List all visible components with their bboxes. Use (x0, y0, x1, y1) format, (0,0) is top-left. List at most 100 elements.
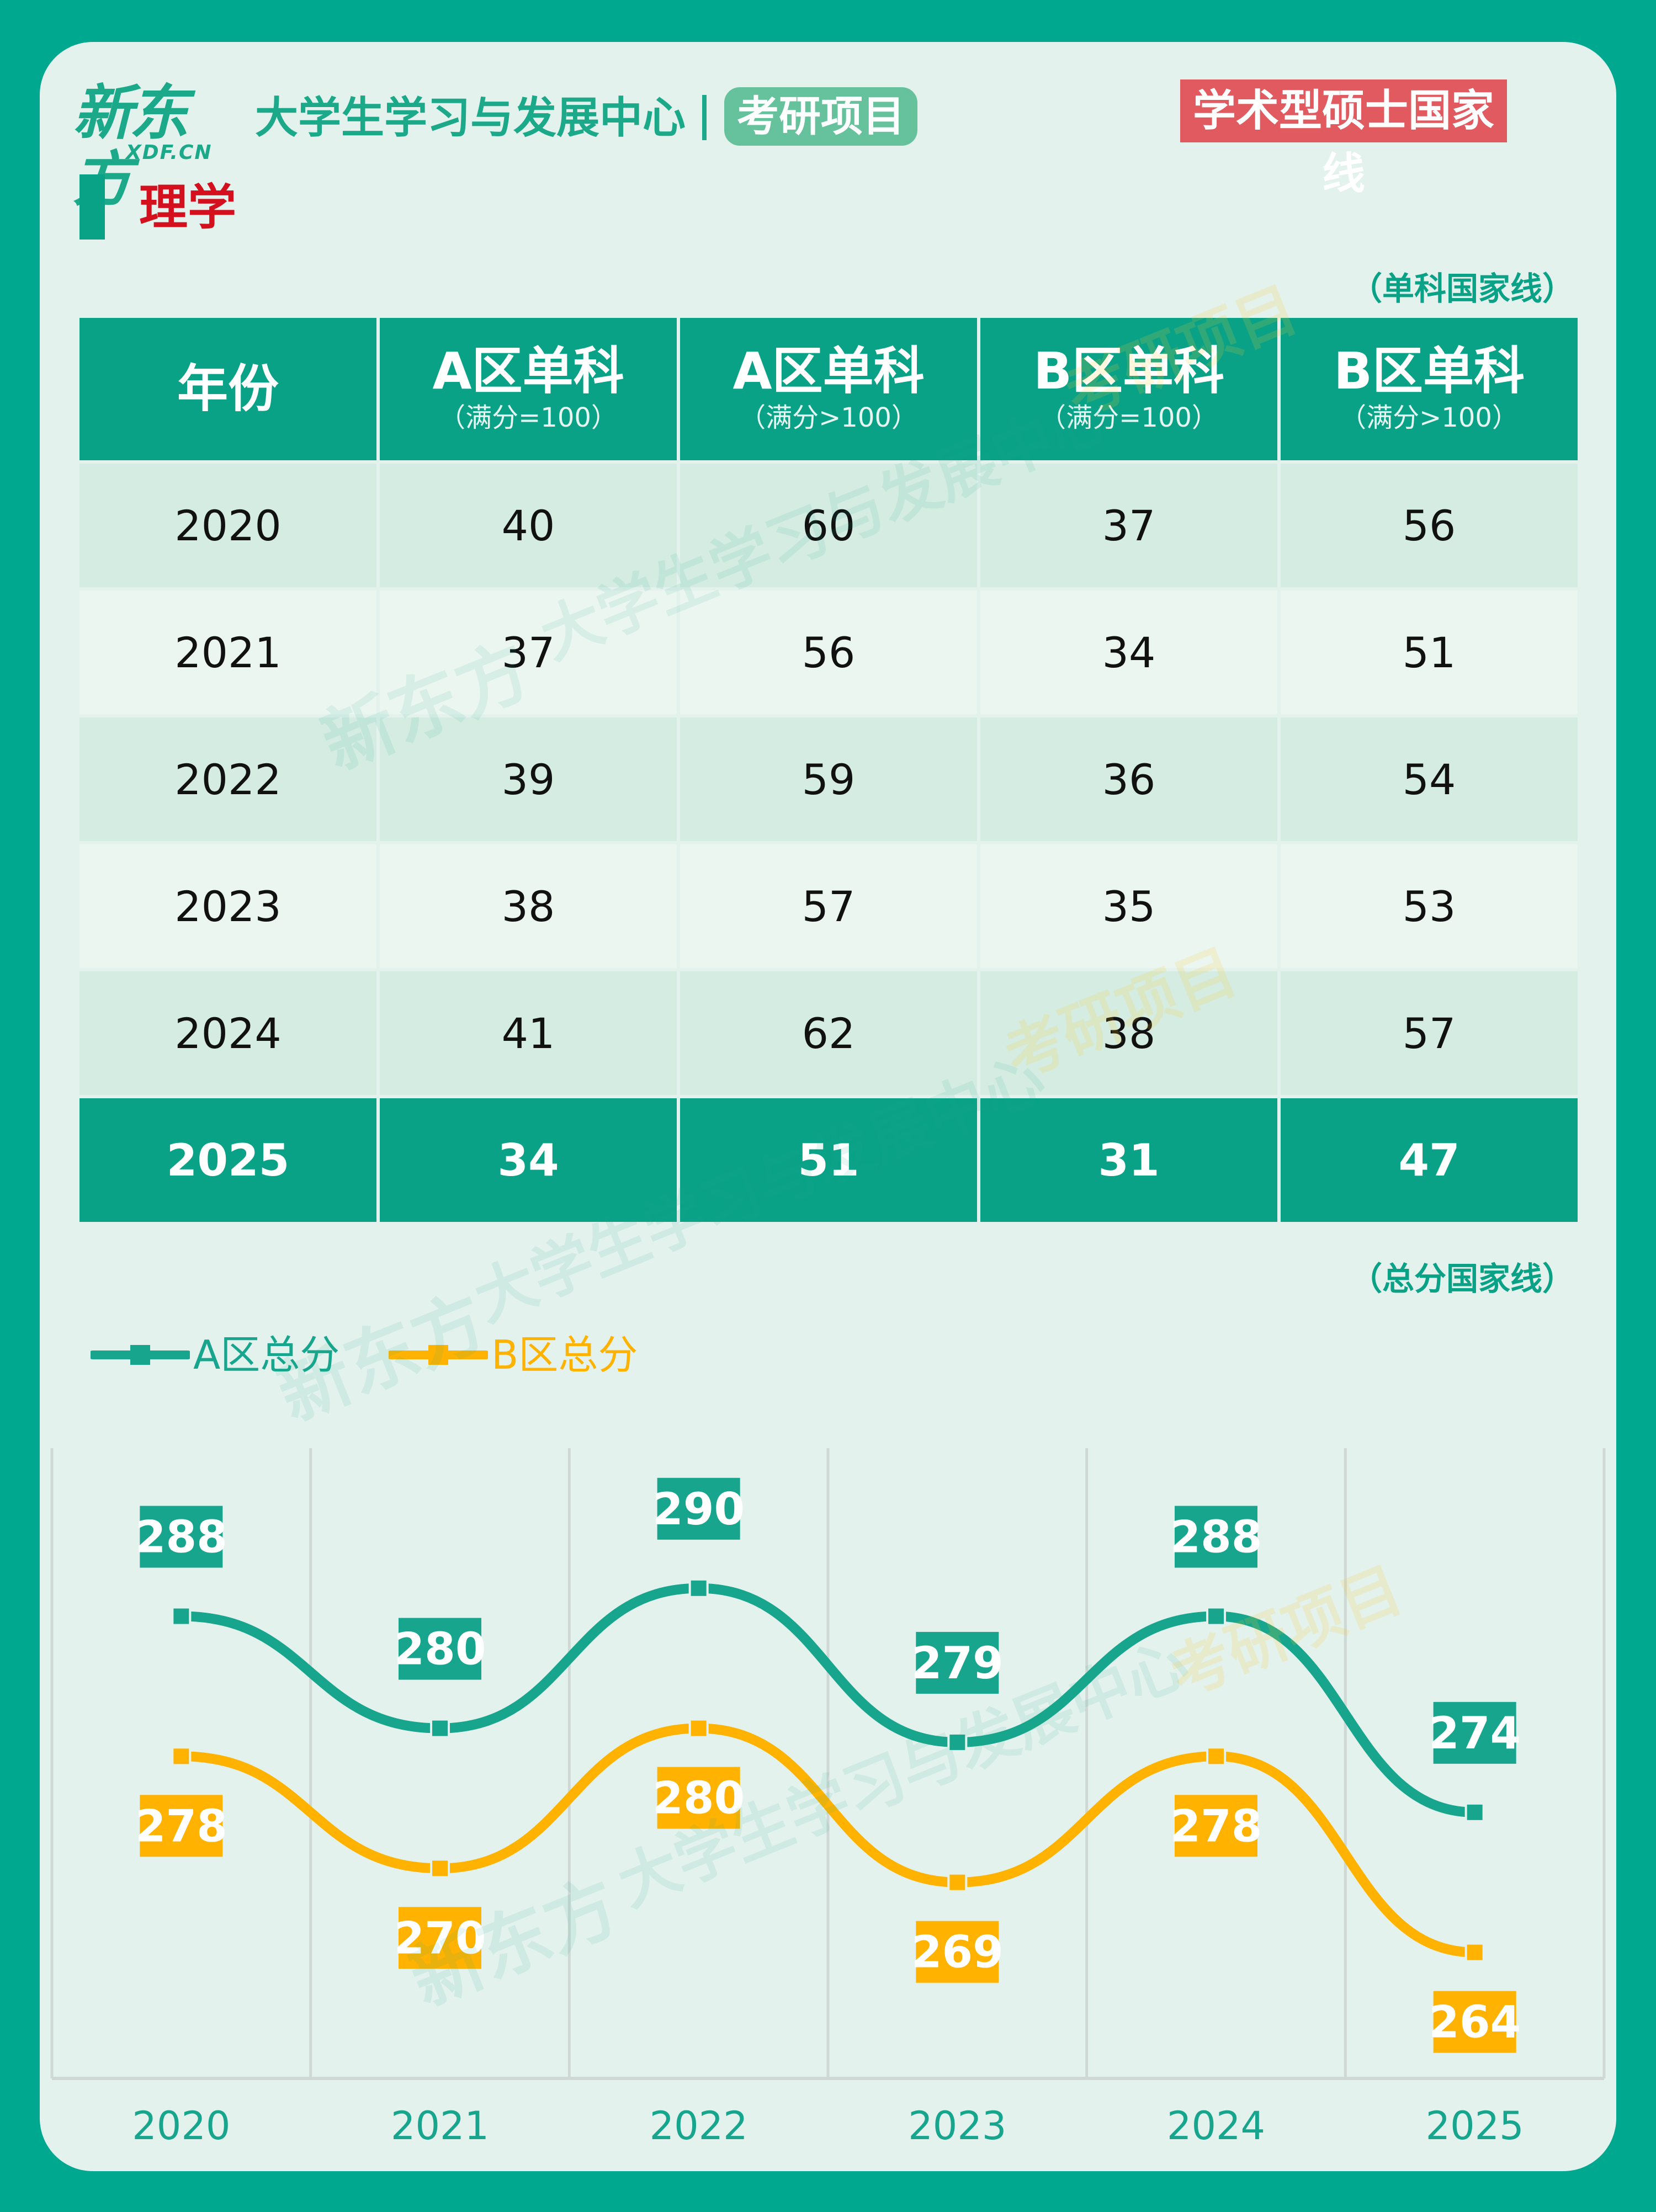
table-cell: 37 (380, 591, 677, 714)
logo-text-en: XDF.CN (126, 141, 213, 164)
table-row: 2025 34 51 31 47 (79, 1098, 1578, 1225)
x-tick-label: 2022 (650, 2103, 748, 2149)
data-label-box (399, 1618, 481, 1680)
data-label-box (657, 1477, 740, 1540)
table-cell: 53 (1281, 844, 1578, 968)
table-cell: 38 (980, 971, 1277, 1095)
data-label-box (657, 1767, 740, 1829)
x-tick-label: 2020 (132, 2103, 230, 2149)
x-tick-label: 2023 (908, 2103, 1006, 2149)
table-row: 2020 40 60 37 56 (79, 464, 1578, 591)
data-label-box (916, 1631, 999, 1694)
data-label: 279 (911, 1637, 1004, 1689)
legend-swatch (389, 1345, 488, 1365)
table-header-cell: B区单科 （满分>100） (1281, 318, 1578, 460)
total-line-label: （总分国家线） (1350, 1260, 1574, 1298)
data-point (171, 1606, 192, 1626)
table-cell: 60 (680, 464, 977, 587)
center-title: 大学生学习与发展中心 (255, 93, 686, 143)
table-cell: 51 (1281, 591, 1578, 714)
header-sub-label: （满分=100） (439, 402, 618, 433)
x-tick-label: 2024 (1167, 2103, 1265, 2149)
table-row: 2024 41 62 38 57 (79, 971, 1578, 1098)
table-cell: 57 (680, 844, 977, 968)
data-point (947, 1732, 968, 1752)
header-divider (702, 95, 707, 140)
table-cell: 36 (980, 717, 1277, 841)
header-main-label: A区单科 (432, 342, 624, 401)
table-cell: 34 (980, 591, 1277, 714)
table-cell: 56 (1281, 464, 1578, 587)
data-label-box (399, 1907, 481, 1969)
project-badge: 考研项目 (724, 87, 917, 146)
table-cell: 38 (380, 844, 677, 968)
table-cell: 2023 (79, 844, 376, 968)
header-main-label: 年份 (177, 359, 279, 418)
table-header-cell: A区单科 （满分=100） (380, 318, 677, 460)
poster-card: 新东方 XDF.CN 大学生学习与发展中心 考研项目 学术型硕士国家线 理学 （… (40, 42, 1616, 2171)
legend-label: B区总分 (491, 1332, 638, 1378)
data-label: 288 (1170, 1512, 1262, 1563)
table-cell: 34 (380, 1098, 677, 1222)
page-title: 学术型硕士国家线 (1180, 79, 1507, 199)
table-cell: 35 (980, 844, 1277, 968)
table-header-cell: B区单科 （满分=100） (980, 318, 1277, 460)
data-point (947, 1872, 968, 1892)
table-cell: 2020 (79, 464, 376, 587)
total-score-chart: 2020 2021 2022 2023 2024 2025 288 280 290 279 288 2… (50, 1448, 1606, 2149)
data-label: 290 (652, 1483, 745, 1535)
table-cell: 40 (380, 464, 677, 587)
table-cell: 54 (1281, 717, 1578, 841)
table-header-row: 年份 A区单科 （满分=100） A区单科 （满分>100） B区单科 （满分=100） B区… (79, 318, 1578, 464)
data-label: 264 (1429, 1997, 1521, 2048)
section-marker (79, 174, 105, 240)
header-main-label: B区单科 (1333, 342, 1525, 401)
data-label-box (1433, 1701, 1516, 1764)
table-cell: 41 (380, 971, 677, 1095)
table-row: 2021 37 56 34 51 (79, 591, 1578, 717)
data-label-box (1175, 1795, 1257, 1857)
data-label-box (140, 1506, 223, 1568)
data-point (688, 1718, 709, 1738)
data-point (1464, 1802, 1485, 1822)
data-point (171, 1746, 192, 1767)
data-label: 288 (135, 1512, 227, 1563)
table-cell: 59 (680, 717, 977, 841)
data-label: 280 (652, 1773, 745, 1824)
table-header-cell: A区单科 （满分>100） (680, 318, 977, 460)
single-score-table: 年份 A区单科 （满分=100） A区单科 （满分>100） B区单科 （满分=100） B区… (79, 318, 1578, 1225)
header-main-label: B区单科 (1033, 342, 1225, 401)
table-cell: 2025 (79, 1098, 376, 1222)
data-label: 270 (394, 1912, 486, 1964)
data-point (1206, 1746, 1226, 1767)
header-sub-label: （满分>100） (739, 402, 918, 433)
data-label-box (916, 1921, 999, 1983)
table-cell: 57 (1281, 971, 1578, 1095)
table-cell: 62 (680, 971, 977, 1095)
data-point (430, 1858, 450, 1879)
legend-swatch (91, 1345, 190, 1365)
table-cell: 51 (680, 1098, 977, 1222)
header-main-label: A区单科 (733, 342, 925, 401)
legend-label: A区总分 (193, 1332, 340, 1378)
table-row: 2022 39 59 36 54 (79, 717, 1578, 844)
data-label-box (1175, 1506, 1257, 1568)
header-sub-label: （满分=100） (1039, 402, 1218, 433)
table-cell: 2022 (79, 717, 376, 841)
data-label-box (140, 1795, 223, 1857)
table-cell: 2024 (79, 971, 376, 1095)
header-sub-label: （满分>100） (1340, 402, 1519, 433)
table-cell: 37 (980, 464, 1277, 587)
table-cell: 47 (1281, 1098, 1578, 1222)
series-line (176, 1583, 1480, 1817)
x-tick-label: 2025 (1426, 2103, 1524, 2149)
series-line (176, 1723, 1480, 1958)
table-row: 2023 38 57 35 53 (79, 844, 1578, 971)
data-label-box (1433, 1991, 1516, 2053)
table-cell: 39 (380, 717, 677, 841)
data-label: 274 (1429, 1708, 1521, 1759)
single-line-label: （单科国家线） (1350, 270, 1574, 307)
x-tick-label: 2021 (391, 2103, 489, 2149)
data-label: 269 (911, 1927, 1004, 1978)
data-point (430, 1718, 450, 1738)
